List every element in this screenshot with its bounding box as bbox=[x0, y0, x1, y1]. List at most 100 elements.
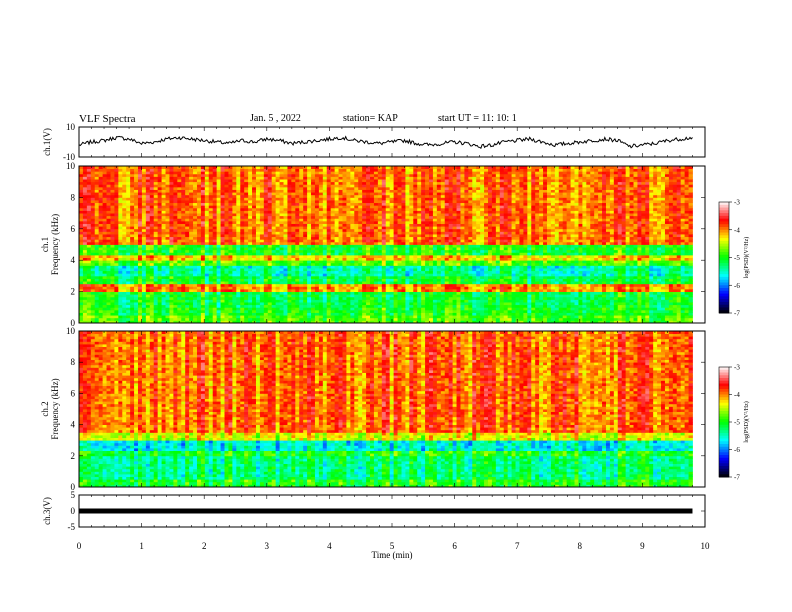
ch1-spectrogram-cell bbox=[436, 275, 442, 279]
ch1-spectrogram-cell bbox=[271, 268, 277, 272]
ch1-spectrogram-cell bbox=[106, 320, 111, 324]
ch1-spectrogram-cell bbox=[641, 288, 646, 292]
ch1-spectrogram-cell bbox=[539, 262, 544, 266]
ch1-spectrogram-cell bbox=[161, 260, 166, 264]
ch1-spectrogram-cell bbox=[661, 317, 666, 321]
ch1-spectrogram-cell bbox=[566, 244, 571, 248]
ch1-spectrogram-cell bbox=[94, 302, 100, 306]
ch1-spectrogram-cell bbox=[617, 296, 623, 300]
ch1-spectrogram-cell bbox=[94, 260, 100, 264]
ch1-spectrogram-cell bbox=[295, 320, 300, 324]
ch1-spectrogram-cell bbox=[621, 265, 627, 269]
ch1-spectrogram-cell bbox=[259, 296, 265, 300]
ch1-spectrogram-cell bbox=[307, 320, 312, 324]
ch1-spectrogram-cell bbox=[106, 315, 111, 319]
ch1-spectrogram-cell bbox=[381, 315, 387, 319]
ch1-spectrogram-cell bbox=[401, 294, 406, 298]
ch1-spectrogram-cell bbox=[688, 252, 693, 256]
ch1-spectrogram-cell bbox=[590, 315, 595, 319]
ch1-spectrogram-cell bbox=[137, 291, 143, 295]
ch1-spectrogram-cell bbox=[444, 296, 450, 300]
ch1-spectrogram-cell bbox=[653, 307, 658, 311]
ch1-spectrogram-cell bbox=[267, 315, 273, 319]
ch1-spectrogram-cell bbox=[255, 278, 261, 282]
ch1-spectrogram-cell bbox=[189, 244, 194, 248]
ch1-spectrogram-cell bbox=[613, 315, 619, 319]
ch1-spectrogram-cell bbox=[130, 320, 135, 324]
ch1-spectrogram-cell bbox=[161, 249, 166, 253]
ch1-spectrogram-cell bbox=[487, 309, 493, 313]
ch1-spectrogram-cell bbox=[161, 239, 166, 243]
ch1-spectrogram-cell bbox=[362, 257, 367, 261]
ch1-spectrogram-cell bbox=[511, 254, 516, 258]
ch1-spectrogram-cell bbox=[602, 315, 607, 319]
ch1-spectrogram-cell bbox=[393, 278, 398, 282]
ch1-spectrogram-cell bbox=[539, 312, 544, 316]
ch1-spectrogram-cell bbox=[122, 320, 127, 324]
ch1-spectrogram-cell bbox=[649, 315, 654, 319]
ch1-spectrogram-cell bbox=[122, 299, 127, 303]
ch1-spectrogram-cell bbox=[515, 254, 520, 258]
ch1-spectrogram-cell bbox=[90, 249, 96, 253]
ch1-spectrogram-cell bbox=[566, 315, 571, 319]
ch1-spectrogram-cell bbox=[362, 288, 367, 292]
ch1-spectrogram-cell bbox=[613, 281, 619, 285]
ch1-spectrogram-cell bbox=[165, 291, 170, 295]
ch1-spectrogram-cell bbox=[200, 304, 206, 308]
ch1-spectrogram-cell bbox=[468, 278, 473, 282]
ch1-spectrogram-cell bbox=[590, 312, 595, 316]
ch1-spectrogram-cell bbox=[625, 291, 630, 295]
ch1-spectrogram-cell bbox=[157, 307, 162, 311]
ch1-spectrogram-cell bbox=[232, 249, 237, 253]
ch1-spectrogram-cell bbox=[574, 252, 579, 256]
ch1-spectrogram-cell bbox=[200, 249, 206, 253]
ch1-spectrogram-cell bbox=[523, 296, 528, 300]
ch1-spectrogram-cell bbox=[346, 273, 351, 277]
ch1-spectrogram-cell bbox=[605, 309, 611, 313]
ch1-spectrogram-cell bbox=[684, 307, 689, 311]
ch1-spectrogram-cell bbox=[354, 254, 359, 258]
ch1-spectrogram-cell bbox=[468, 273, 473, 277]
ch1-spectrogram-cell bbox=[177, 254, 182, 258]
ch1-spectrogram-cell bbox=[558, 294, 564, 298]
ch1-spectrogram-cell bbox=[295, 312, 300, 316]
ch1-spectrogram-cell bbox=[134, 268, 139, 272]
ch1-spectrogram-cell bbox=[224, 317, 229, 321]
ch1-spectrogram-cell bbox=[657, 302, 662, 306]
ch1-spectrogram-cell bbox=[535, 315, 540, 319]
ch1-spectrogram-cell bbox=[98, 252, 103, 256]
ch1-spectrogram-cell bbox=[220, 309, 225, 313]
ch1-spectrogram-cell bbox=[287, 249, 292, 253]
ch1-spectrogram-cell bbox=[676, 291, 682, 295]
ch1-spectrogram-cell bbox=[149, 244, 155, 248]
ch1-spectrogram-cell bbox=[436, 278, 442, 282]
ch1-spectrogram-cell bbox=[645, 304, 650, 308]
ch1-spectrogram-cell bbox=[487, 275, 493, 279]
ch1-spectrogram-cell bbox=[94, 294, 100, 298]
ch1-spectrogram-cell bbox=[275, 288, 280, 292]
ch1-spectrogram-cell bbox=[141, 247, 147, 251]
ch1-spectrogram-cell bbox=[578, 312, 583, 316]
ch1-spectrogram-cell bbox=[358, 244, 363, 248]
ch1-spectrogram-cell bbox=[661, 320, 666, 324]
ch1-spectrogram-cell bbox=[389, 315, 394, 319]
ch1-spectrogram-cell bbox=[220, 304, 225, 308]
ch1-spectrogram-cell bbox=[625, 307, 630, 311]
ch1-spectrogram-cell bbox=[244, 262, 249, 266]
ch1-spectrogram-cell bbox=[562, 244, 568, 248]
ch1-spectrogram-cell bbox=[173, 278, 178, 282]
ch1-spectrogram-cell bbox=[330, 299, 336, 303]
ch1-spectrogram-cell bbox=[425, 262, 430, 266]
ch1-spectrogram-cell bbox=[633, 307, 638, 311]
ch1-spectrogram-cell bbox=[444, 257, 450, 261]
ch1-spectrogram-cell bbox=[515, 265, 520, 269]
ch1-spectrogram-cell bbox=[645, 268, 650, 272]
ch1-spectrogram-cell bbox=[350, 286, 355, 290]
ch1-spectrogram-cell bbox=[531, 288, 536, 292]
ch1-spectrogram-cell bbox=[641, 304, 646, 308]
ch1-spectrogram-cell bbox=[338, 315, 343, 319]
ch1-spectrogram-cell bbox=[110, 254, 115, 258]
ch1-spectrogram-cell bbox=[397, 252, 402, 256]
ch1-spectrogram-cell bbox=[531, 296, 536, 300]
ch1-spectrogram-cell bbox=[472, 265, 477, 269]
